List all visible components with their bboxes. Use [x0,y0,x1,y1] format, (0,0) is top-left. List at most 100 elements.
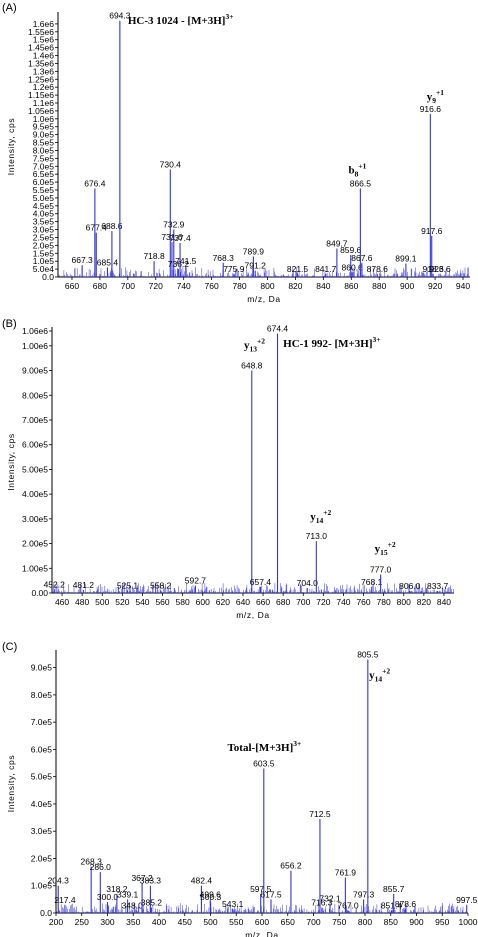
x-tick-label: 700 [121,281,135,291]
x-tick-label: 800 [260,281,274,291]
x-tick-label: 500 [203,917,217,927]
peak-label: 558.2 [150,581,172,591]
x-tick-label: 400 [152,917,166,927]
x-tick-label: 660 [256,597,270,607]
peak-label: 688.6 [101,221,123,231]
x-tick-label: 300 [100,917,114,927]
x-tick-label: 860 [344,281,358,291]
y-axis-title: Intensity, cps [6,118,16,175]
peak-label: 543.1 [222,899,244,909]
x-tick-label: 540 [135,597,149,607]
peak-label: 849.7 [326,239,348,249]
peak-label: 917.6 [421,226,443,236]
x-tick-label: 780 [377,597,391,607]
y-tick-label: 7.0e5 [31,717,53,727]
y-tick-label: 1.35e6 [28,58,54,68]
peak-label: 806.0 [399,581,421,591]
peak-label: 775.9 [223,264,245,274]
x-tick-label: 550 [229,917,243,927]
baseline-noise [56,903,468,913]
x-tick-label: 680 [93,281,107,291]
peak-label: 204.3 [48,876,70,886]
peak-label: 867.6 [351,253,373,263]
peak-label: 667.3 [72,255,94,265]
y-tick-label: 7.0e5 [33,161,55,171]
peak-label: 617.5 [260,889,282,899]
y-tick-label: 5.0e4 [33,264,55,274]
y-tick-label: 1.25e6 [28,74,54,84]
x-tick-label: 740 [177,281,191,291]
y-tick-label: 1.4e6 [33,51,55,61]
peak-label: 385.2 [141,898,163,908]
y-tick-label: 1.2e6 [33,82,55,92]
peak-label: 674.4 [267,323,289,333]
y-tick-label: 4.0e5 [33,209,55,219]
peak-label: 481.2 [73,580,95,590]
y-tick-label: 1.55e6 [28,27,54,37]
x-tick-label: 720 [316,597,330,607]
peak-label: 805.5 [357,649,379,659]
y-tick-label: 0.00 [31,588,48,598]
ion-annotation: y14+2 [310,508,331,525]
panel-label: (A) [2,2,17,14]
peak-label: 452.2 [44,579,66,589]
peak-label: 732.1 [319,893,341,903]
peak-label: 791.2 [245,261,267,271]
peak-label: 592.7 [185,576,207,586]
y-tick-label: 2.5e5 [33,232,55,242]
x-tick-label: 700 [306,917,320,927]
peak-label: 866.5 [350,178,372,188]
peak-label: 833.7 [427,581,449,591]
peak-label: 716.3 [311,898,333,908]
peak-label: 997.5 [456,895,478,905]
y-tick-label: 6.00e5 [22,440,48,450]
y-tick-label: 1.45e6 [28,43,54,53]
x-tick-label: 640 [236,597,250,607]
peak-label: 704.0 [297,578,319,588]
x-tick-label: 580 [176,597,190,607]
peak-label: 761.9 [335,868,357,878]
y-tick-label: 1.1e6 [33,98,55,108]
ion-annotation: y15+2 [375,540,396,557]
x-tick-label: 460 [55,597,69,607]
y-tick-label: 2.0e5 [31,853,53,863]
peak-label: 300.0 [97,892,119,902]
y-tick-label: 1.15e6 [28,90,54,100]
spectrum-panel-c: (C) 0.0 1.0e5 2.0e5 3.0e5 4.0e5 5.0e5 6.0e5 7.0e… [2,641,478,937]
y-tick-label: 8.0e5 [33,145,55,155]
peak-label: 348.0 [122,900,144,910]
x-axis-title: m/z, Da [236,610,269,620]
peak-label: 648.8 [241,361,263,371]
peak-label: 597.5 [250,884,272,894]
ion-annotation: y13+2 [244,336,265,353]
peak-label: 737.4 [169,233,191,243]
x-tick-label: 500 [95,597,109,607]
peak-label: 217.4 [54,895,76,905]
x-tick-label: 720 [149,281,163,291]
peak-label: 318.2 [106,884,128,894]
spectrum-panel-a: (A) 0.05.0e41.0e51.5e52.0e52.5e53.0e53.5e… [2,2,470,304]
y-tick-label: 3.00e5 [22,514,48,524]
y-tick-label: 9.5e5 [33,122,55,132]
peak-label: 841.7 [315,264,337,274]
x-tick-label: 600 [255,917,269,927]
baseline-noise [52,583,454,593]
ion-annotation: HC-1 992- [M+3H]3+ [283,335,380,350]
peak-label: 383.3 [140,876,162,886]
peak-label: 859.6 [340,245,362,255]
y-tick-label: 5.0e5 [31,772,53,782]
y-axis-title: Intensity, cps [6,755,16,812]
y-tick-label: 6.0e5 [31,744,53,754]
y-tick-label: 9.0e5 [33,130,55,140]
x-tick-label: 820 [417,597,431,607]
y-tick-label: 6.0e5 [33,177,55,187]
x-tick-label: 480 [75,597,89,607]
y-tick-label: 4.5e5 [33,201,55,211]
y-tick-label: 3.0e5 [31,826,53,836]
x-tick-label: 880 [372,281,386,291]
x-tick-label: 800 [397,597,411,607]
x-tick-label: 700 [296,597,310,607]
y-tick-label: 5.5e5 [33,185,55,195]
ion-annotation: y14+2 [369,667,390,684]
peak-label: 657.4 [250,577,272,587]
